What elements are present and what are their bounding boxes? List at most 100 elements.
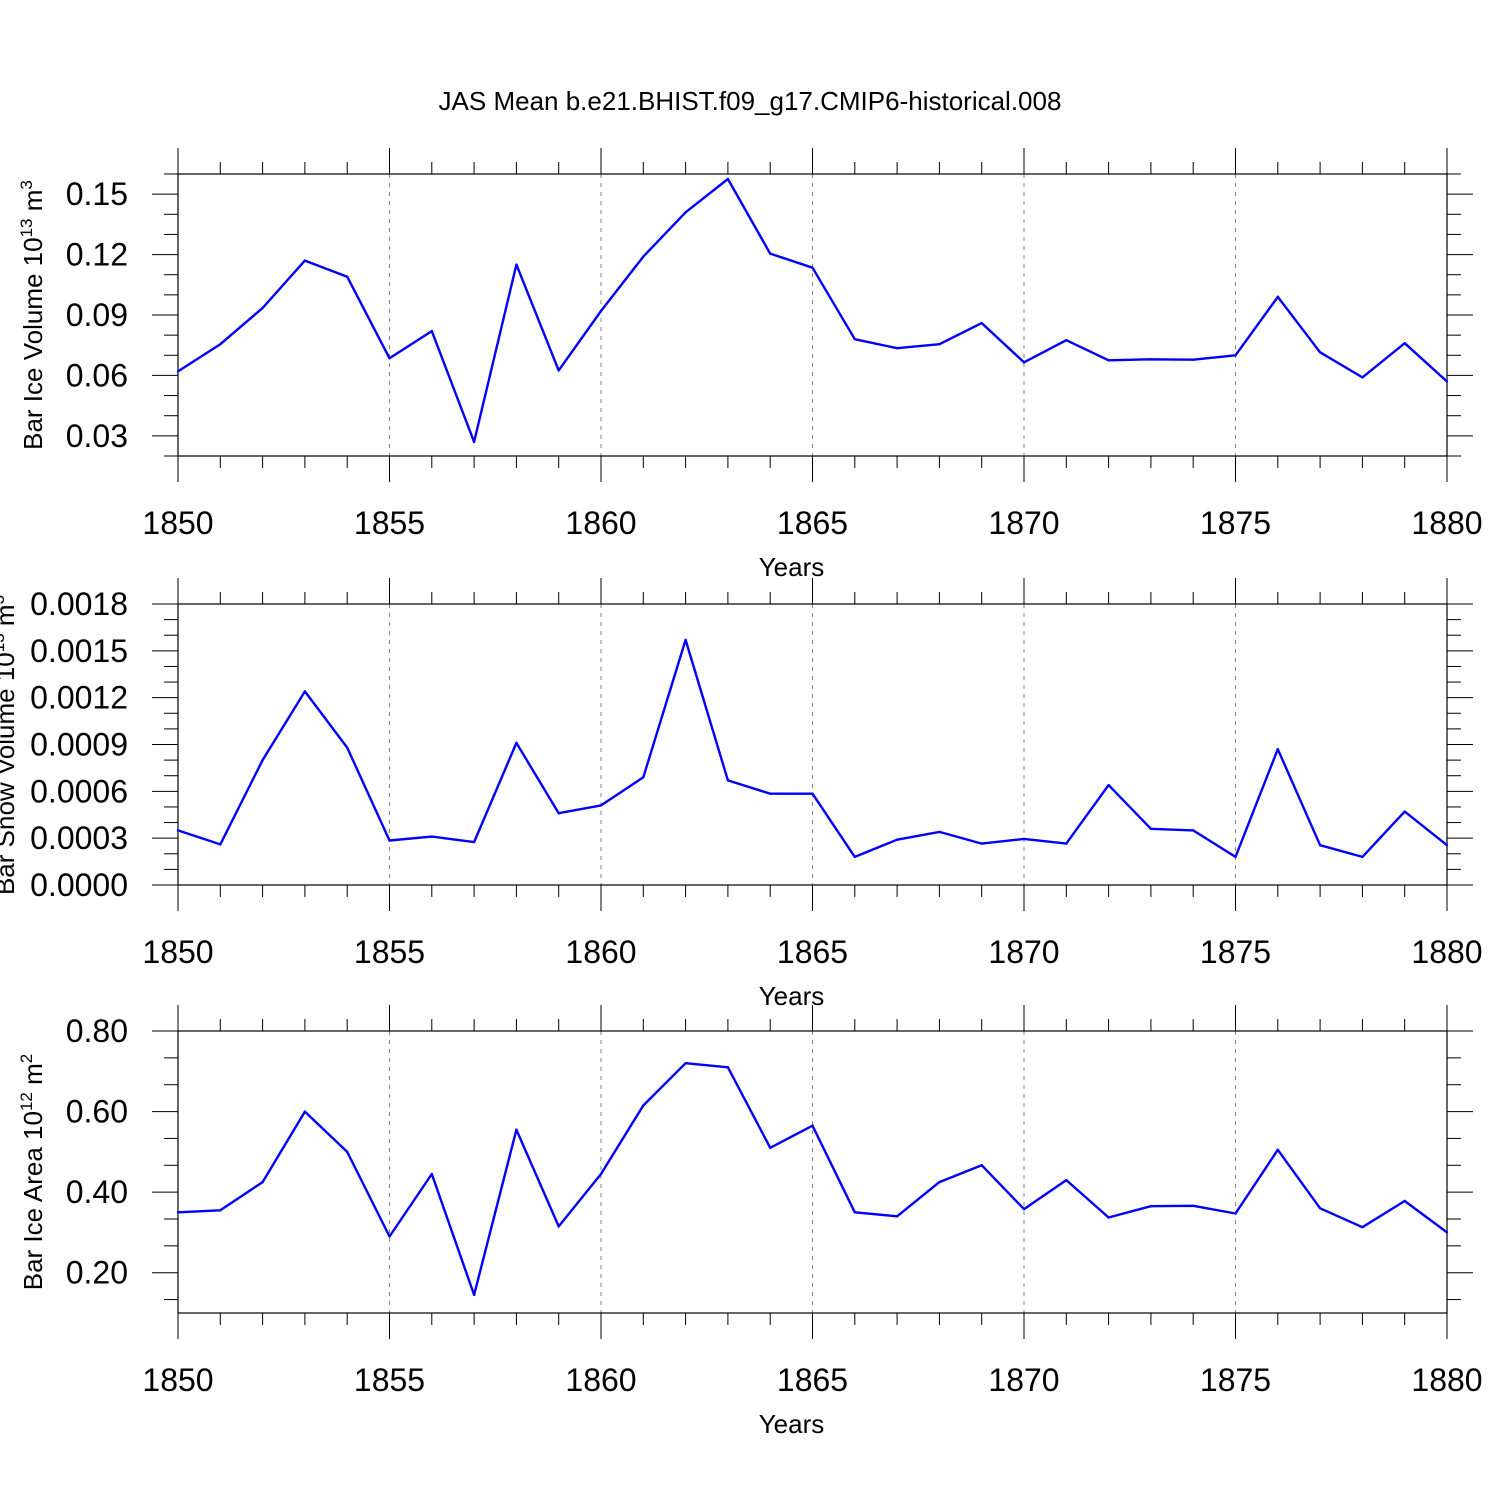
y-tick-label: 0.40 [66, 1174, 128, 1210]
data-point [261, 306, 264, 310]
data-point [346, 746, 349, 749]
data-point [1192, 1204, 1195, 1208]
data-point [938, 1180, 941, 1184]
y-tick-label: 0.20 [66, 1255, 128, 1291]
data-point [853, 1211, 856, 1214]
data-point [1234, 354, 1237, 357]
data-point [1192, 829, 1195, 832]
data-point [1065, 1178, 1068, 1182]
x-tick-label: 1880 [1411, 934, 1482, 970]
y-tick-label: 0.12 [66, 237, 128, 273]
data-point [303, 259, 307, 262]
data-point [642, 776, 645, 779]
data-point [769, 1146, 772, 1150]
y-tick-label: 0.09 [66, 297, 128, 333]
data-point [895, 838, 899, 841]
y-tick-label: 0.0015 [30, 633, 128, 669]
plot-frame [177, 603, 1448, 886]
y-tick-label: 0.0018 [30, 586, 128, 622]
data-point [1403, 810, 1406, 813]
data-point [557, 369, 560, 372]
x-tick-label: 1880 [1411, 505, 1482, 541]
data-point [388, 1235, 391, 1238]
data-point [980, 321, 983, 325]
data-point [1149, 1205, 1153, 1208]
data-point [684, 211, 687, 214]
data-point [811, 792, 814, 795]
data-point [1318, 843, 1322, 847]
y-axis-title-superscript: 13 [17, 218, 36, 237]
data-point [430, 835, 433, 838]
data-point [261, 1180, 264, 1184]
y-axis-title: Bar Snow Volume 1013 m3 [0, 595, 20, 895]
y-axis-title-superscript: 12 [17, 1092, 36, 1111]
data-point [219, 343, 222, 346]
data-point [599, 1172, 603, 1176]
data-point [1318, 1207, 1322, 1210]
data-point [769, 252, 772, 255]
data-point [938, 343, 941, 346]
y-axis-title-superscript: 13 [0, 633, 8, 652]
data-point [980, 842, 983, 845]
x-tick-label: 1850 [142, 934, 213, 970]
y-tick-label: 0.0009 [30, 727, 128, 763]
data-point [1445, 843, 1449, 847]
data-point [303, 690, 307, 693]
data-point [303, 1110, 307, 1113]
data-point [1234, 1212, 1237, 1215]
figure-title: JAS Mean b.e21.BHIST.f09_g17.CMIP6-histo… [439, 86, 1062, 116]
data-point [430, 329, 433, 333]
y-tick-label: 0.03 [66, 418, 128, 454]
y-axis-title-text: Bar Snow Volume 10 [0, 652, 20, 895]
data-point [388, 839, 391, 842]
x-tick-label: 1870 [988, 934, 1059, 970]
y-axis-title-superscript: 2 [17, 1054, 36, 1063]
data-point [1361, 1225, 1364, 1229]
x-tick-label: 1870 [988, 1362, 1059, 1398]
data-point [176, 370, 180, 373]
data-point [219, 1209, 222, 1212]
data-point [515, 263, 518, 266]
x-tick-label: 1855 [354, 1362, 425, 1398]
data-point [1149, 827, 1153, 830]
data-point [1234, 855, 1237, 859]
data-point [1318, 351, 1322, 354]
data-point [938, 830, 941, 834]
data-point [430, 1172, 433, 1176]
data-point [261, 758, 264, 762]
data-point [726, 1066, 730, 1069]
plot-frame [177, 1030, 1448, 1314]
data-point [1022, 1207, 1026, 1211]
x-tick-label: 1865 [777, 1362, 848, 1398]
data-point [1022, 361, 1026, 364]
y-axis-title: Bar Ice Area 1012 m2 [17, 1054, 48, 1291]
data-point [346, 1150, 349, 1154]
data-point [684, 638, 687, 642]
data-point [1022, 837, 1026, 841]
data-point [1065, 338, 1068, 342]
data-point [1276, 1148, 1280, 1152]
x-tick-label: 1855 [354, 934, 425, 970]
y-axis-title-text: m [0, 604, 20, 633]
data-point [1361, 855, 1364, 859]
data-point [980, 1163, 983, 1167]
data-point [557, 1225, 560, 1228]
data-point [176, 829, 180, 832]
data-point [853, 855, 856, 859]
data-point [1276, 747, 1280, 751]
x-tick-label: 1850 [142, 1362, 213, 1398]
panel-1: 1850 1855 1860 1865 1870 1875 1880 0.03 0.06 0.09… [17, 148, 1483, 582]
data-point [219, 843, 222, 846]
data-point [1403, 1199, 1406, 1203]
data-point [642, 1104, 645, 1107]
data-point [599, 804, 603, 807]
y-tick-label: 0.0003 [30, 820, 128, 856]
data-point [811, 1124, 814, 1127]
panel-2: 1850 1855 1860 1865 1870 1875 1880 0.0000 0.0003… [0, 578, 1483, 1011]
data-point [346, 275, 349, 278]
x-axis-title: Years [759, 1409, 825, 1439]
x-tick-label: 1860 [565, 934, 636, 970]
y-tick-label: 0.0006 [30, 773, 128, 809]
data-point [726, 779, 730, 782]
